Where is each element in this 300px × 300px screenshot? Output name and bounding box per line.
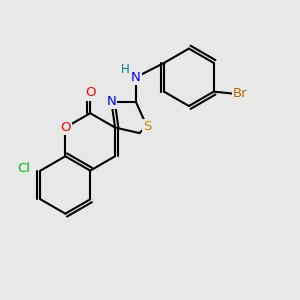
Text: S: S — [142, 120, 151, 133]
Text: O: O — [85, 86, 95, 100]
Text: N: N — [131, 71, 141, 84]
Text: Cl: Cl — [17, 162, 30, 175]
Text: Br: Br — [233, 87, 247, 100]
Text: N: N — [106, 95, 116, 108]
Text: O: O — [60, 121, 70, 134]
Text: H: H — [120, 63, 129, 76]
